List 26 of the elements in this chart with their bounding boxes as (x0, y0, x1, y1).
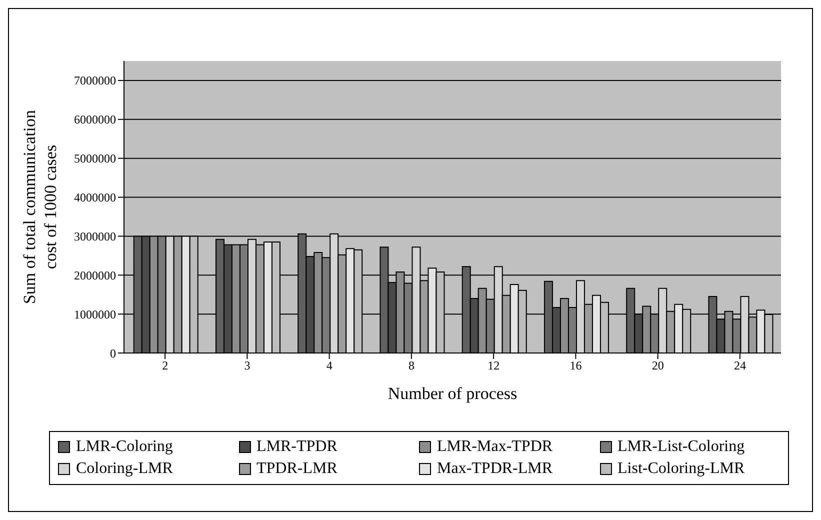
legend-label: LMR-Max-TPDR (437, 438, 553, 456)
y-tick-label: 4000000 (74, 190, 116, 205)
y-tick-label: 5000000 (74, 152, 116, 166)
x-tick-label: 3 (244, 358, 250, 373)
y-tick-label: 1000000 (74, 307, 116, 322)
x-tick-label: 4 (326, 358, 332, 373)
legend-label: LMR-TPDR (256, 438, 338, 456)
legend-label: Max-TPDR-LMR (437, 460, 553, 478)
x-axis-title: Number of process (388, 384, 518, 403)
legend-label: LMR-List-Coloring (618, 438, 745, 456)
y-tick-label: 7000000 (74, 74, 116, 88)
x-tick-label: 16 (570, 358, 582, 373)
y-tick-label: 6000000 (74, 112, 116, 127)
y-tick-label: 0 (110, 346, 116, 360)
legend-label: LMR-Coloring (76, 438, 173, 456)
x-tick-label: 20 (652, 358, 664, 373)
legend-label: List-Coloring-LMR (618, 460, 745, 478)
y-tick-label: 3000000 (74, 229, 116, 244)
x-tick-label: 12 (488, 358, 500, 373)
y-tick-label: 2000000 (74, 268, 116, 282)
x-tick-label: 8 (408, 358, 414, 373)
y-axis-title: Sum of total communication cost of 1000 cases (20, 109, 60, 304)
legend-label: TPDR-LMR (256, 460, 338, 478)
x-tick-label: 2 (162, 358, 168, 373)
x-tick-label: 24 (734, 358, 746, 373)
legend-label: Coloring-LMR (76, 460, 173, 478)
